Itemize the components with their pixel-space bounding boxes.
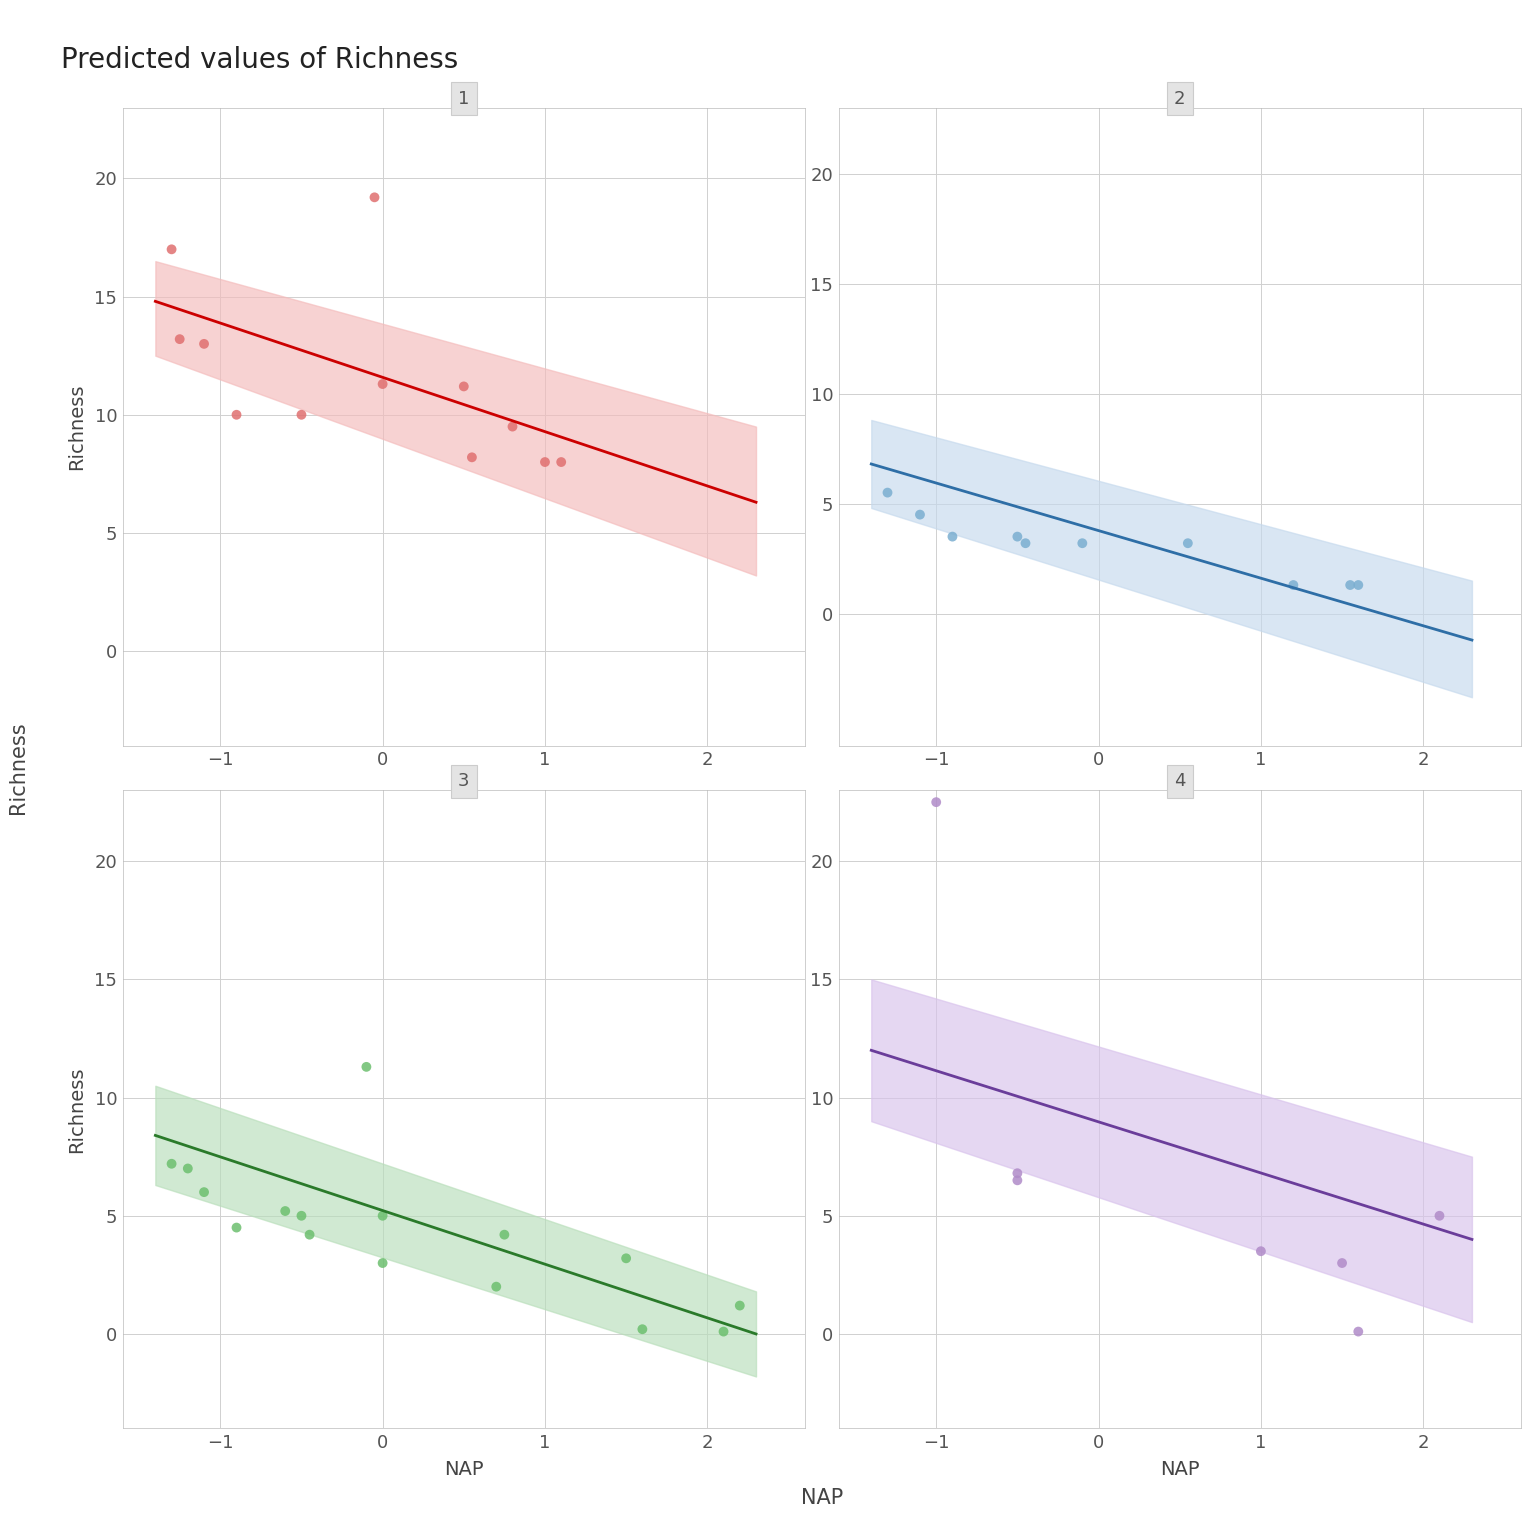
Title: 2: 2 [1174,89,1186,108]
Point [1014,531,1038,556]
Point [273,1198,298,1223]
Point [192,332,217,356]
Point [1175,531,1200,556]
Point [492,1223,516,1247]
Text: Predicted values of Richness: Predicted values of Richness [61,46,459,74]
Point [298,1223,323,1247]
Point [925,790,949,814]
Point [1281,573,1306,598]
Point [1338,573,1362,598]
Point [484,1275,508,1299]
Point [459,445,484,470]
Point [160,1152,184,1177]
Point [355,1055,379,1080]
X-axis label: NAP: NAP [1160,1461,1200,1479]
Point [289,1204,313,1229]
Point [370,1204,395,1229]
Point [614,1246,639,1270]
Text: NAP: NAP [800,1487,843,1508]
Title: 3: 3 [458,773,470,791]
Point [1346,573,1370,598]
Point [728,1293,753,1318]
Point [1005,524,1029,548]
Point [1005,1167,1029,1192]
Point [876,481,900,505]
Point [1071,531,1095,556]
Point [1427,1204,1452,1229]
Point [362,184,387,209]
Y-axis label: Richness: Richness [68,384,86,470]
Point [175,1157,200,1181]
Text: Richness: Richness [8,722,29,814]
Point [370,1250,395,1275]
Point [501,415,525,439]
Point [908,502,932,527]
Point [1330,1250,1355,1275]
Point [224,402,249,427]
Point [160,237,184,261]
Point [167,327,192,352]
Title: 4: 4 [1174,773,1186,791]
Point [711,1319,736,1344]
Point [548,450,573,475]
Point [452,375,476,399]
X-axis label: NAP: NAP [444,1461,484,1479]
Point [630,1316,654,1341]
Point [192,1180,217,1204]
Point [289,402,313,427]
Title: 1: 1 [458,89,470,108]
Point [224,1215,249,1240]
Point [370,372,395,396]
Point [533,450,558,475]
Y-axis label: Richness: Richness [68,1066,86,1152]
Point [1005,1161,1029,1186]
Point [940,524,965,548]
Point [1346,1319,1370,1344]
Point [1249,1240,1273,1264]
